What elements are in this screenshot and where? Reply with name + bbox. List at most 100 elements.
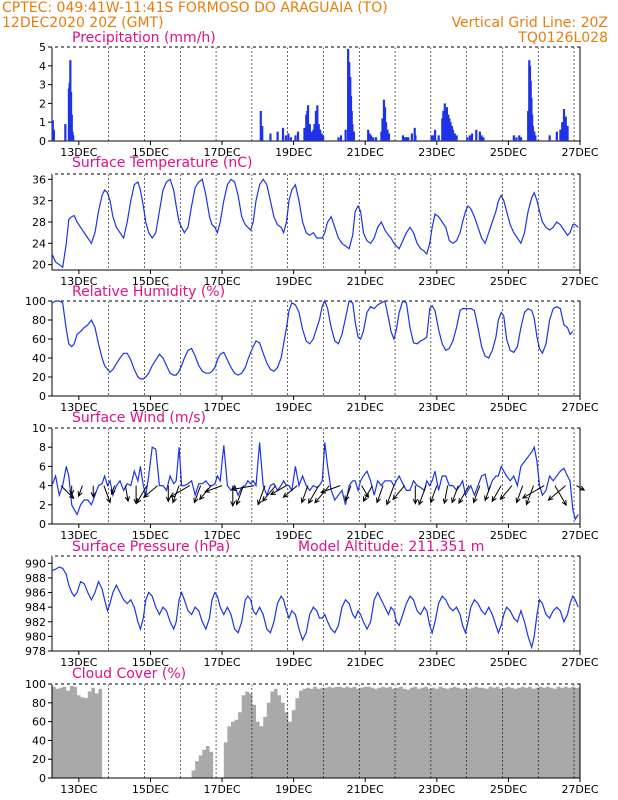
wind-arrow [77, 485, 83, 498]
precip-bar [515, 137, 518, 141]
wind-arrow [142, 485, 158, 498]
wind-arrow [308, 485, 320, 505]
y-tick-label: 60 [32, 333, 46, 346]
precip-bar [466, 137, 469, 141]
x-tick-label: 13DEC [60, 275, 97, 288]
x-tick-label: 21DEC [347, 529, 384, 542]
precip-bar [432, 135, 435, 141]
wind-arrow [361, 485, 369, 499]
precip-bar [480, 135, 483, 141]
wind-arrow [499, 485, 513, 501]
temperature-panel: 20 24 28 32 36 13DEC 15DEC 17DEC 19DEC 21DEC 23DEC… [32, 173, 599, 288]
precip-bar [339, 135, 343, 141]
header-grid-line: Vertical Grid Line: 20Z [452, 15, 608, 31]
x-tick-label: 19DEC [275, 146, 312, 159]
humidity-frame [51, 300, 581, 397]
precip-bar [72, 135, 75, 141]
precip-bar [475, 129, 478, 141]
wind-arrow [484, 485, 491, 502]
precip-bar [269, 133, 272, 141]
temperature-title: Surface Temperature (nC) [72, 155, 253, 171]
precip-bar [319, 129, 322, 141]
y-tick-label: 3 [39, 79, 46, 92]
wind-arrow [169, 485, 191, 498]
precip-bar [314, 110, 318, 141]
x-tick-label: 17DEC [203, 146, 240, 159]
y-tick-label: 36 [32, 173, 46, 186]
wind-arrow [69, 485, 75, 496]
wind-arrow [90, 485, 96, 499]
y-tick-label: 0 [39, 518, 46, 531]
precip-bar [303, 127, 306, 141]
precip-bar [384, 122, 388, 141]
precip-bar [468, 135, 471, 141]
precip-bar [372, 137, 375, 141]
y-tick-label: 10 [32, 422, 46, 435]
y-tick-label: 0 [39, 772, 46, 785]
x-tick-label: 17DEC [203, 401, 240, 414]
wind-arrow [314, 485, 330, 504]
wind-arrow [376, 485, 384, 504]
precip-bar [310, 131, 313, 141]
precip-bar [287, 133, 290, 141]
x-tick-label: 25DEC [490, 146, 527, 159]
precip-bar [337, 137, 340, 141]
x-tick-label: 13DEC [60, 656, 97, 669]
x-tick-label: 23DEC [418, 146, 455, 159]
x-tick-label: 21DEC [347, 401, 384, 414]
x-tick-label: 23DEC [418, 656, 455, 669]
temperature-frame [51, 173, 581, 271]
wind-arrow [136, 485, 148, 505]
wind-arrow [451, 485, 459, 504]
precip-bar [555, 131, 558, 141]
precip-bar [403, 137, 406, 141]
x-tick-label: 27DEC [561, 783, 598, 796]
precip-bar [289, 137, 292, 141]
wind-arrow [133, 485, 139, 505]
y-tick-label: 80 [32, 697, 46, 710]
x-tick-label: 13DEC [60, 146, 97, 159]
precip-bar [413, 127, 416, 141]
header-datetime: 12DEC2020 20Z (GMT) [2, 15, 164, 31]
y-tick-label: 1 [39, 116, 46, 129]
header-location: CPTEC: 049:41W-11:41S FORMOSO DO ARAGUAI… [2, 0, 388, 16]
precip-bar [259, 110, 262, 141]
precip-bar [386, 129, 389, 141]
precip-bar [284, 135, 287, 141]
wind-arrow [198, 485, 212, 501]
precip-bar [369, 135, 373, 141]
precip-bar [410, 133, 413, 141]
y-tick-label: 2 [39, 499, 46, 512]
precip-bar [387, 133, 391, 141]
precip-bar [316, 105, 319, 141]
precip-bar [531, 125, 534, 141]
x-tick-label: 27DEC [561, 275, 598, 288]
x-tick-label: 15DEC [132, 656, 169, 669]
temperature-series-line [51, 178, 579, 269]
x-tick-label: 23DEC [418, 401, 455, 414]
precip-bar [261, 125, 264, 141]
x-tick-label: 17DEC [203, 656, 240, 669]
x-tick-label: 21DEC [347, 275, 384, 288]
y-tick-label: 20 [32, 259, 46, 272]
y-tick-label: 20 [32, 371, 46, 384]
cloud-panel: 0 20 40 60 80 100 13DEC 15DEC 17DEC 19DEC 21DEC 23D… [25, 678, 599, 796]
x-tick-label: 23DEC [418, 275, 455, 288]
precip-bar [559, 129, 562, 141]
x-tick-label: 25DEC [490, 656, 527, 669]
wind-arrow [193, 485, 202, 504]
precip-bar [281, 127, 285, 141]
y-tick-label: 0 [39, 390, 46, 403]
precip-bar [512, 135, 515, 141]
wind-arrow [491, 485, 502, 503]
wind-arrow [320, 485, 341, 494]
x-tick-label: 21DEC [347, 783, 384, 796]
x-tick-label: 13DEC [60, 529, 97, 542]
precip-bar [566, 125, 569, 141]
precip-bar [352, 131, 355, 141]
wind-arrow [103, 485, 112, 504]
x-tick-label: 17DEC [203, 275, 240, 288]
precip-bar [368, 133, 371, 141]
y-tick-label: 980 [25, 630, 46, 643]
x-tick-label: 25DEC [490, 783, 527, 796]
